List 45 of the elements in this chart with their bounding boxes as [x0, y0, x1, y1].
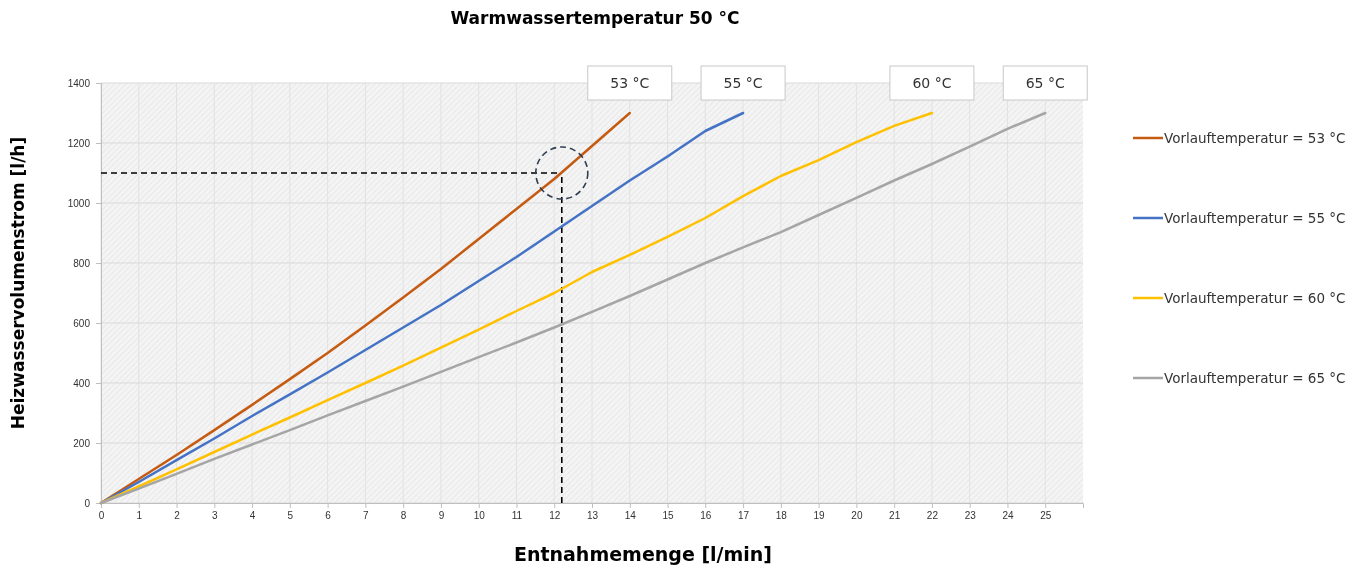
- x-tick-label: 9: [438, 510, 445, 522]
- x-tick-label: 25: [1040, 510, 1052, 522]
- y-tick-label: 0: [84, 497, 91, 509]
- x-tick-label: 20: [851, 510, 863, 522]
- x-tick-label: 11: [511, 510, 523, 522]
- x-tick-label: 7: [363, 510, 370, 522]
- y-tick-label: 200: [73, 437, 91, 449]
- annotation: 53 °C: [610, 75, 650, 91]
- x-tick-label: 10: [473, 510, 486, 522]
- x-tick-label: 2: [174, 510, 181, 522]
- x-tick-label: 13: [586, 510, 599, 522]
- legend-label: Vorlauftemperatur = 65 °C: [1164, 370, 1346, 386]
- x-tick-label: 8: [400, 510, 407, 522]
- x-tick-label: 1: [136, 510, 143, 522]
- x-tick-label: 3: [212, 510, 219, 522]
- legend-label: Vorlauftemperatur = 55 °C: [1164, 210, 1346, 226]
- y-tick-label: 600: [73, 317, 91, 329]
- chart-title: Warmwassertemperatur 50 °C: [450, 8, 740, 28]
- y-tick-label: 1000: [67, 197, 91, 209]
- x-tick-label: 18: [775, 510, 788, 522]
- x-tick-label: 19: [813, 510, 826, 522]
- x-tick-label: 21: [889, 510, 901, 522]
- annotation: 65 °C: [1025, 75, 1065, 91]
- x-tick-label: 24: [1002, 510, 1014, 522]
- x-tick-label: 23: [964, 510, 977, 522]
- y-tick-label: 800: [73, 257, 91, 269]
- legend-label: Vorlauftemperatur = 60 °C: [1164, 290, 1346, 306]
- x-tick-label: 4: [249, 510, 256, 522]
- x-axis-title: Entnahmemenge [l/min]: [513, 543, 773, 565]
- legend-label: Vorlauftemperatur = 53 °C: [1164, 130, 1346, 146]
- x-tick-label: 22: [926, 510, 939, 522]
- x-tick-label: 12: [549, 510, 561, 522]
- y-axis-title: Heizwasservolumenstrom [l/h]: [8, 136, 28, 430]
- y-tick-label: 1200: [67, 137, 91, 149]
- x-tick-label: 5: [287, 510, 294, 522]
- annotation: 60 °C: [912, 75, 952, 91]
- annotation: 55 °C: [723, 75, 763, 91]
- y-tick-label: 1400: [67, 77, 91, 89]
- x-tick-label: 15: [662, 510, 675, 522]
- x-tick-label: 17: [738, 510, 750, 522]
- y-tick-label: 400: [73, 377, 91, 389]
- x-tick-label: 16: [700, 510, 712, 522]
- x-tick-label: 0: [98, 510, 105, 522]
- x-tick-label: 6: [325, 510, 332, 522]
- x-tick-label: 14: [624, 510, 637, 522]
